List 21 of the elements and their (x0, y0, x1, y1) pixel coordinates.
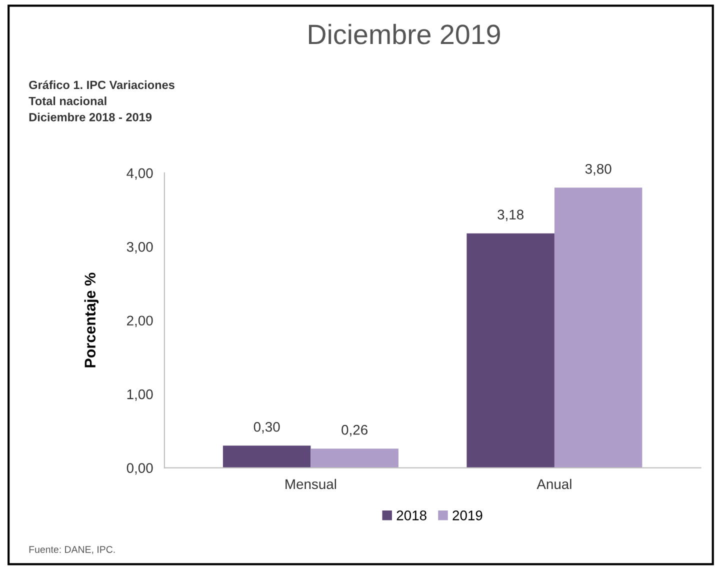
y-tick-label: 3,00 (126, 242, 153, 254)
y-tick-label: 2,00 (127, 316, 153, 328)
chart-title: Diciembre 2019 (308, 24, 500, 44)
source-note: Fuente: DANE, IPC. (29, 546, 115, 554)
bar (554, 188, 642, 468)
data-label: 0,26 (342, 424, 368, 436)
legend-label: 2019 (452, 510, 482, 520)
bar (466, 233, 554, 468)
legend-label: 2018 (396, 510, 426, 520)
x-tick-label: Mensual (286, 478, 336, 490)
y-tick-label: 0,00 (126, 463, 153, 475)
bar (222, 446, 311, 468)
x-tick-label: Anual (536, 478, 572, 490)
data-label: 0,30 (254, 422, 280, 434)
y-tick-label: 4,00 (126, 168, 153, 180)
y-tick-label: 1,00 (127, 389, 153, 401)
chart-subtitle: Gráfico 1. IPC Variaciones Total nacional Diciembre 2018 - 2019 (28, 80, 174, 122)
y-axis-title: Porcentaje % (84, 272, 99, 368)
data-label: 3,80 (585, 164, 612, 176)
data-label: 3,18 (498, 210, 524, 222)
bar (310, 448, 398, 468)
